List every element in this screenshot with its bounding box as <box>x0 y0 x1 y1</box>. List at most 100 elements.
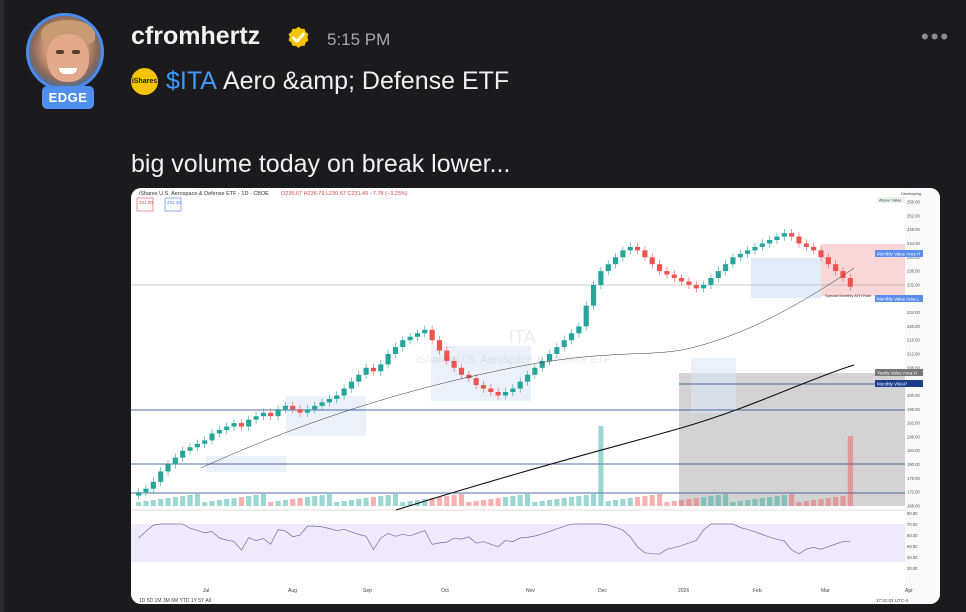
chart-ohlc: O236.67 H236.79 L230.67 C231.49 −7.78 (−… <box>281 191 408 197</box>
avatar[interactable] <box>26 13 104 91</box>
candle-body <box>473 378 479 386</box>
volume-bar <box>378 496 384 506</box>
candle-body <box>341 388 347 396</box>
range-selector[interactable]: 1D 5D 1M 3M 6M YTD 1Y 5Y All <box>139 598 211 604</box>
volume-bar <box>803 501 809 506</box>
volume-bar <box>165 498 171 506</box>
rsi-tick-label: 30.00 <box>907 566 918 571</box>
candle-body <box>649 257 655 265</box>
volume-bar <box>392 494 399 506</box>
candle-body <box>524 374 531 382</box>
volume-bar <box>811 500 817 506</box>
price-chart: iShares U.S. Aerospace & Defense ETF · 1… <box>131 188 940 604</box>
candle-body <box>634 246 641 251</box>
candle-body <box>583 305 589 327</box>
candle-body <box>312 405 318 410</box>
candle-body <box>216 430 222 434</box>
volume-bar <box>723 494 729 506</box>
candle-body <box>480 385 487 389</box>
volume-bar <box>473 501 479 506</box>
volume-bar <box>781 495 787 506</box>
post-body: big volume today on break lower... <box>131 150 511 178</box>
price-tick-label: 248.00 <box>907 227 920 232</box>
label-monthly-vwap: Monthly VWAP <box>877 382 907 387</box>
candle-body <box>334 395 340 399</box>
price-tick-label: 256.00 <box>907 200 920 205</box>
volume-bar <box>693 498 699 506</box>
ticker-link[interactable]: $ITA <box>166 66 217 95</box>
volume-bar <box>231 498 237 506</box>
volume-bar <box>495 498 501 506</box>
candle-body <box>414 333 421 337</box>
more-dots-icon[interactable]: ••• <box>921 24 951 49</box>
candle-body <box>400 340 406 348</box>
time-tick-label: Dec <box>598 588 607 594</box>
candle-body <box>348 381 355 389</box>
volume-bar <box>275 501 281 506</box>
volume-bar <box>847 436 853 506</box>
price-tick-label: 220.00 <box>907 324 920 329</box>
label-top: Developing <box>901 191 921 196</box>
volume-bar <box>268 502 274 506</box>
volume-bar <box>209 501 215 506</box>
candle-body <box>671 274 677 278</box>
volume-bar <box>319 495 325 506</box>
price-axis <box>905 188 940 604</box>
volume-bar <box>458 494 465 506</box>
candle-body <box>363 367 369 375</box>
post-time: 5:15 PM <box>327 30 391 49</box>
volume-bar <box>686 499 692 506</box>
volume-bar <box>194 494 200 506</box>
ma-200-line <box>395 364 855 511</box>
candle-body <box>612 257 619 265</box>
volume-bar <box>451 495 457 506</box>
time-tick-label: 2026 <box>678 588 689 594</box>
candle-body <box>224 426 230 430</box>
volume-bar <box>260 494 266 506</box>
volume-bar <box>136 502 142 506</box>
thread-rail <box>0 0 4 612</box>
username[interactable]: cfromhertz <box>131 22 261 50</box>
candle-body <box>150 481 156 489</box>
candle-body <box>598 271 604 285</box>
buy-box[interactable] <box>164 197 182 212</box>
candle-body <box>833 264 839 272</box>
candle-body <box>385 354 391 365</box>
volume-bar <box>356 499 362 506</box>
volume-bar <box>737 501 743 506</box>
chart-image[interactable]: iShares U.S. Aerospace & Defense ETF · 1… <box>131 188 940 604</box>
candle-body <box>657 264 663 272</box>
sell-box[interactable] <box>136 197 154 212</box>
candle-body <box>422 329 428 334</box>
volume-bar <box>202 502 208 506</box>
rsi-tick-label: 80.00 <box>907 511 918 516</box>
candle-body <box>774 236 780 240</box>
candle-body <box>693 284 699 289</box>
buy-price: 231.40 <box>167 200 181 205</box>
candle-body <box>187 447 193 451</box>
volume-bar <box>297 498 303 506</box>
candle-body <box>847 278 853 287</box>
candle-body <box>620 250 626 258</box>
volume-bar <box>818 499 824 506</box>
avatar-eye-left <box>56 50 64 54</box>
candle-body <box>818 250 824 258</box>
candle-body <box>495 392 501 396</box>
label-top-value: Above Value <box>879 198 902 203</box>
candle-body <box>290 405 296 410</box>
candle-body <box>517 381 523 389</box>
time-tick-label: Apr <box>905 588 913 594</box>
volume-bar <box>825 498 831 506</box>
price-tick-label: 180.00 <box>907 462 920 467</box>
volume-bar <box>326 494 332 506</box>
price-tick-label: 172.00 <box>907 490 920 495</box>
candle-body <box>803 243 809 247</box>
volume-bar <box>143 501 149 506</box>
candle-body <box>701 284 707 289</box>
candle-body <box>546 354 553 361</box>
volume-bar <box>532 502 538 506</box>
candle-body <box>605 264 611 272</box>
volume-bar <box>708 496 714 506</box>
volume-bar <box>657 494 663 506</box>
price-tick-label: 196.00 <box>907 407 920 412</box>
